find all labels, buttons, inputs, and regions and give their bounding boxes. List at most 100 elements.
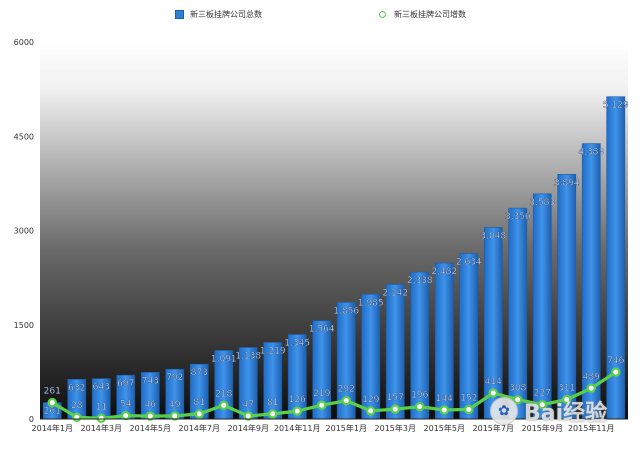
x-tick-label: 2015年5月 [424, 423, 465, 433]
line-data-label: 126 [289, 395, 306, 405]
line-point [72, 412, 82, 422]
bar-data-label: 1,564 [309, 325, 335, 335]
x-tick-label: 2015年3月 [375, 423, 416, 433]
bar-data-label: 3,894 [554, 178, 580, 188]
line-data-label: 144 [436, 394, 453, 404]
x-tick-label: 2015年1月 [326, 423, 367, 433]
watermark-text: Bai经验 [524, 401, 608, 426]
x-tick-label: 2014年7月 [179, 423, 220, 433]
line-point [145, 411, 155, 421]
line-point [464, 404, 474, 415]
line-point [513, 394, 523, 405]
legend-bar-swatch [175, 10, 184, 19]
y-tick-label: 1500 [14, 321, 34, 330]
bar-data-label: 1,856 [333, 306, 359, 316]
line-data-label: 311 [558, 383, 575, 393]
line-data-label: 46 [145, 400, 157, 410]
line-point [390, 404, 400, 414]
legend: 新三板挂牌公司总数 新三板挂牌公司增数 [0, 9, 640, 25]
line-point [194, 409, 204, 419]
line-point [562, 394, 572, 405]
line-point [611, 367, 621, 377]
x-tick-label: 2015年11月 [568, 423, 615, 433]
line-point [366, 406, 376, 416]
line-point [292, 406, 302, 416]
line-data-label: 219 [313, 389, 330, 399]
bar-labels: 261 632 643 697 743 792 8731,0911,1381,2191,34… [43, 101, 629, 417]
legend-line-swatch [378, 11, 388, 18]
bar-data-label: 3,583 [529, 198, 555, 208]
line-data-label: 308 [509, 384, 526, 394]
bar-data-label: 1,985 [358, 298, 384, 308]
line-point [488, 388, 498, 398]
bar-data-label: 697 [117, 379, 134, 389]
y-tick-label: 6000 [14, 38, 34, 47]
line-data-label: 196 [411, 391, 428, 401]
line-data-label: 292 [338, 385, 355, 395]
y-tick-label: 0 [29, 415, 34, 424]
bar [557, 174, 577, 420]
line-data-label: 54 [120, 400, 132, 410]
x-axis: 2014年1月 2014年3月 2014年5月 2014年7月 2014年9月 2014年… [32, 418, 628, 433]
bar-data-label: 2,338 [407, 276, 433, 286]
line-data-label: 11 [96, 402, 107, 412]
x-tick-label: 2014年5月 [130, 423, 171, 433]
bar-data-label: 4,383 [578, 148, 604, 158]
line-point [341, 395, 351, 406]
bar-data-label: 792 [166, 373, 183, 383]
line-point [121, 410, 131, 421]
x-tick-label: 2014年11月 [274, 423, 321, 433]
line-data-label: 261 [44, 387, 61, 397]
bar-data-label: 3,048 [480, 231, 506, 241]
line-point [268, 409, 278, 419]
y-tick-label: 4500 [14, 132, 34, 141]
bars [42, 96, 626, 420]
bar-data-label: 5,129 [603, 101, 629, 111]
line-data-label: 28 [71, 401, 83, 411]
line-point [317, 400, 327, 410]
line-data-label: 129 [362, 395, 379, 405]
line-data-label: 746 [607, 356, 624, 366]
baidu-jingyan-watermark: ✿ Bai经验 [490, 393, 610, 429]
x-tick-label: 2014年3月 [81, 423, 122, 433]
x-tick-label: 2014年1月 [32, 423, 73, 433]
line-point [219, 400, 229, 411]
paw-logo-icon: ✿ [490, 397, 518, 425]
line-point [586, 383, 596, 393]
bar-data-label: 1,091 [211, 354, 237, 364]
bar-data-label: 2,634 [456, 257, 482, 267]
y-tick-label: 3000 [14, 227, 34, 236]
bar-data-label: 3,356 [505, 212, 531, 222]
bar-data-label: 2,482 [431, 267, 457, 277]
bar-data-label: 261 [44, 407, 61, 417]
line-point [243, 411, 253, 421]
line-data-label: 157 [387, 393, 404, 403]
line-data-label: 414 [485, 377, 502, 387]
line-data-label: 49 [169, 400, 181, 410]
line-data-label: 152 [460, 393, 477, 403]
x-tick-label: 2015年7月 [473, 423, 514, 433]
line-data-label: 489 [583, 372, 600, 382]
line-point [47, 397, 57, 408]
bar-data-label: 1,219 [260, 346, 286, 356]
bar [532, 193, 552, 420]
bar-data-label: 2,142 [382, 288, 408, 298]
x-tick-label: 2015年9月 [522, 423, 563, 433]
legend-bar-label: 新三板挂牌公司总数 [190, 10, 262, 19]
line-data-label: 227 [534, 389, 551, 399]
line-data-label: 47 [243, 400, 254, 410]
legend-item-increase: 新三板挂牌公司增数 [378, 9, 466, 20]
legend-item-total: 新三板挂牌公司总数 [175, 9, 262, 20]
line-series [47, 367, 621, 424]
line-labels: 261 28 11 54 46 49 81 218 47 81 126 219 292 129 157 196… [43, 356, 624, 413]
line-point [170, 411, 180, 421]
bar-data-label: 632 [68, 383, 85, 393]
line-data-label: 218 [215, 389, 232, 399]
legend-line-label: 新三板挂牌公司增数 [394, 10, 466, 19]
bar-data-label: 643 [93, 383, 110, 393]
line-point [439, 405, 449, 415]
line-point [96, 413, 106, 424]
y-axis: 0 1500 3000 4500 6000 [14, 38, 34, 424]
